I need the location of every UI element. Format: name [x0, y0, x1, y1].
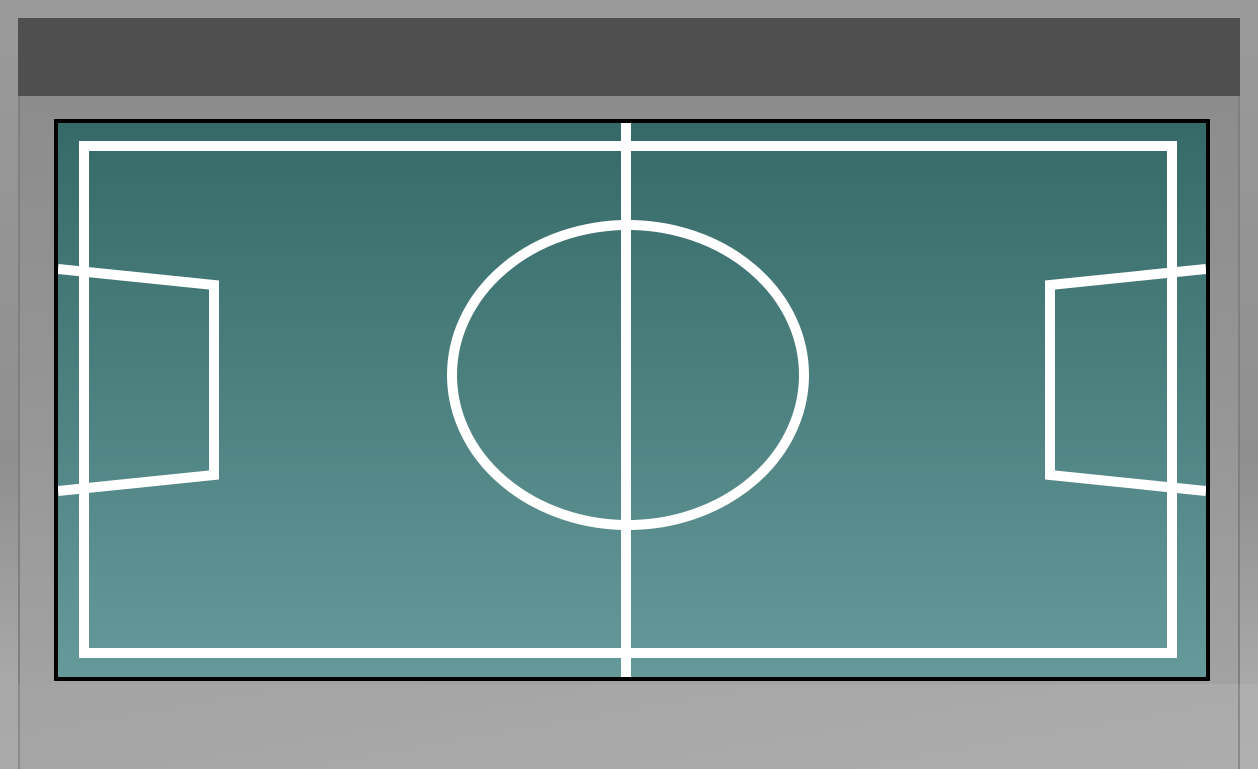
right-penalty-box [1045, 264, 1206, 496]
field-surface [58, 123, 1206, 677]
left-penalty-box [58, 264, 219, 496]
field-markings [58, 123, 1206, 677]
center-circle [447, 220, 809, 530]
top-bar [18, 18, 1240, 96]
lower-frame-panel [18, 684, 1240, 769]
soccer-field[interactable] [58, 123, 1206, 677]
